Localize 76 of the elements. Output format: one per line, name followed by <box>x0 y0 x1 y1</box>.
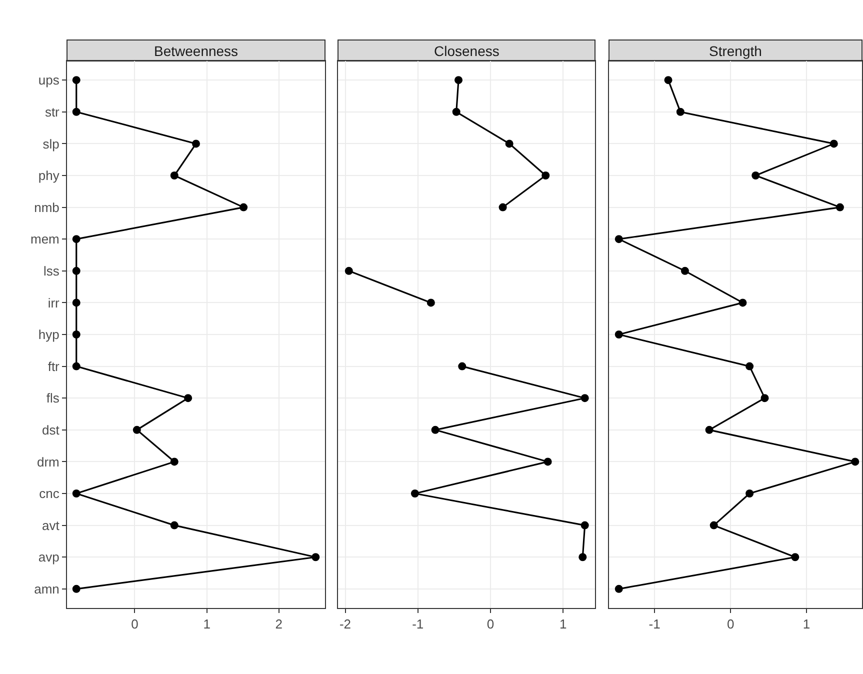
point <box>458 362 466 370</box>
y-tick-label: phy <box>38 168 60 184</box>
point <box>544 458 552 466</box>
x-tick-label: 2 <box>275 616 282 632</box>
y-tick-label: hyp <box>38 327 60 342</box>
point <box>192 140 200 148</box>
x-tick-label: -1 <box>412 616 424 632</box>
x-tick-label: 1 <box>802 616 810 632</box>
y-tick-label: drm <box>37 454 60 470</box>
point <box>410 490 419 498</box>
y-tick-label: dst <box>42 422 60 438</box>
point <box>498 203 507 212</box>
y-tick-label: lss <box>44 263 60 278</box>
y-tick-label: avt <box>42 518 60 533</box>
x-tick-label: 1 <box>559 616 567 632</box>
y-tick-label: fls <box>46 390 60 406</box>
point <box>676 108 684 116</box>
point <box>452 108 460 116</box>
y-tick-label: irr <box>48 295 60 310</box>
point <box>705 426 714 434</box>
point <box>580 521 589 530</box>
chart-title: Closeness <box>434 43 500 59</box>
point <box>738 298 747 307</box>
x-tick-label: -2 <box>339 616 352 632</box>
point <box>72 490 80 498</box>
point <box>710 521 718 530</box>
y-tick-label: slp <box>42 136 60 152</box>
x-tick-label: 0 <box>486 616 494 632</box>
y-tick-label: ftr <box>48 358 60 374</box>
y-tick-label: avp <box>38 550 60 565</box>
point <box>746 362 754 370</box>
point <box>505 140 514 148</box>
point <box>72 108 80 116</box>
point <box>580 394 589 402</box>
y-tick-label: nmb <box>34 200 60 215</box>
point <box>312 553 320 562</box>
point <box>132 426 141 434</box>
x-tick-label: 0 <box>131 616 138 632</box>
point <box>542 171 550 180</box>
point <box>170 171 178 180</box>
point <box>746 490 754 498</box>
point <box>72 584 80 593</box>
point <box>72 235 80 244</box>
point <box>680 266 689 275</box>
y-tick-label: ups <box>38 72 60 88</box>
chart-title: Betweenness <box>154 43 238 59</box>
x-tick-label: -1 <box>648 616 660 632</box>
point <box>184 394 192 402</box>
point <box>836 203 844 212</box>
point <box>170 458 178 466</box>
point <box>72 330 80 338</box>
point <box>760 394 769 402</box>
point <box>431 426 440 434</box>
point <box>578 553 587 562</box>
y-tick-label: str <box>44 104 60 120</box>
point <box>791 553 800 562</box>
point <box>170 521 178 530</box>
point <box>664 76 672 84</box>
point <box>72 362 80 370</box>
point <box>614 235 623 244</box>
point <box>240 203 248 212</box>
point <box>72 298 80 307</box>
x-tick-label: 1 <box>203 616 210 632</box>
x-tick-label: 0 <box>726 616 734 632</box>
point <box>72 266 80 275</box>
chart-title: Strength <box>709 43 762 59</box>
point <box>830 140 838 148</box>
point <box>72 76 80 84</box>
y-tick-label: amn <box>34 581 60 596</box>
y-tick-label: cnc <box>39 486 60 502</box>
point <box>752 171 760 180</box>
y-tick-label: mem <box>30 232 60 247</box>
point <box>614 584 623 593</box>
point <box>454 76 463 84</box>
point <box>851 458 860 466</box>
point <box>614 330 623 338</box>
